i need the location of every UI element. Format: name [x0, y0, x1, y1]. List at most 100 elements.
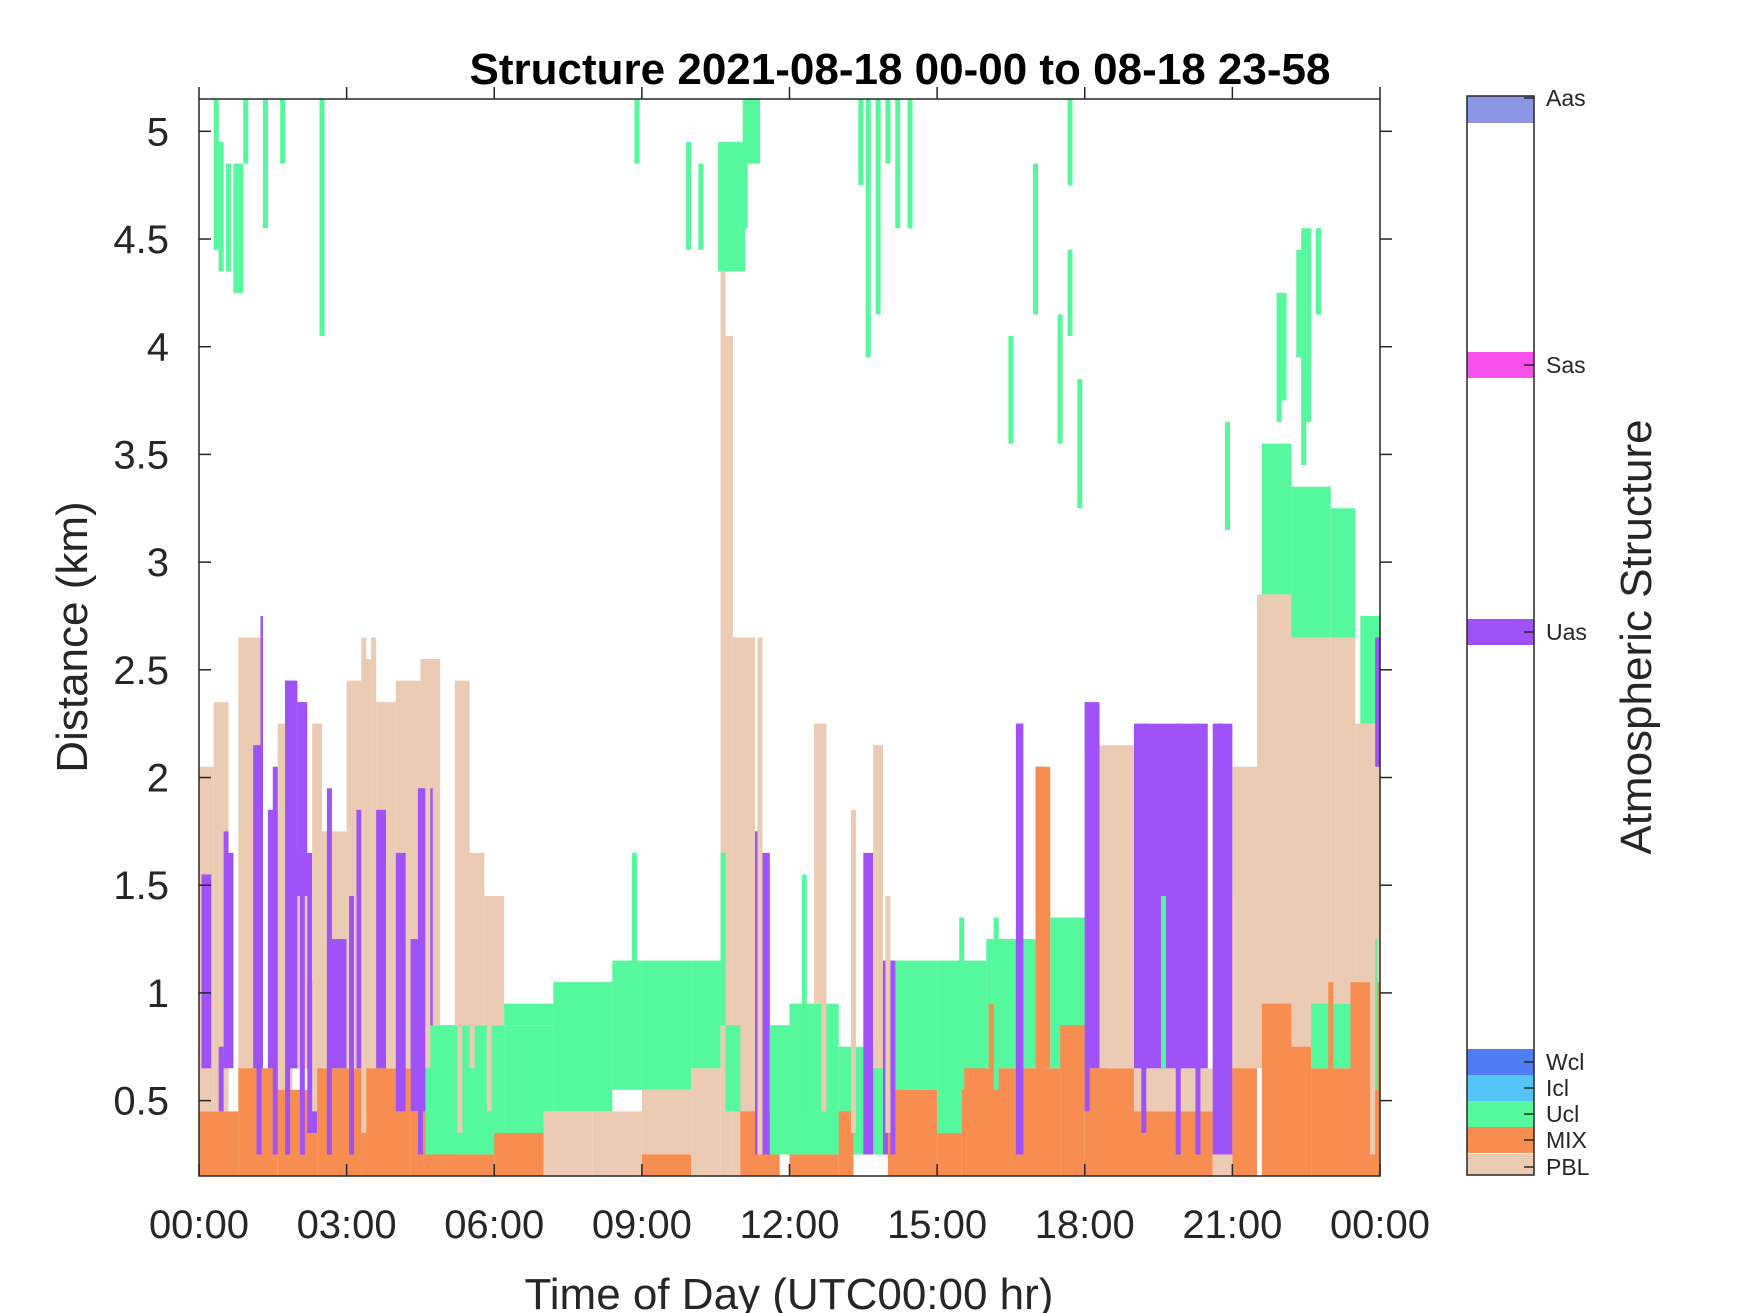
x-tick-label: 09:00 — [592, 1203, 692, 1247]
structure-block-mix — [494, 1132, 544, 1176]
y-tick-label: 1 — [147, 972, 169, 1016]
structure-block-ucl — [887, 960, 938, 1090]
colorbar-swatch-uas — [1467, 619, 1534, 645]
structure-block-uas — [1375, 637, 1380, 767]
structure-column-ucl — [1224, 422, 1230, 530]
structure-column-pbl — [1370, 723, 1376, 1155]
x-tick-label: 00:00 — [149, 1203, 249, 1247]
structure-block-mix — [887, 1089, 938, 1176]
structure-column-ucl — [218, 142, 224, 272]
y-tick-label: 2 — [147, 757, 169, 801]
y-tick-label: 0.5 — [113, 1080, 169, 1124]
structure-column-ucl — [742, 99, 748, 229]
structure-column-ucl — [1077, 379, 1083, 509]
structure-column-ucl — [686, 142, 692, 250]
structure-column-ucl — [280, 99, 286, 164]
y-tick-label: 1.5 — [113, 864, 169, 908]
structure-column-ucl — [885, 99, 891, 164]
y-axis: 0.5 1 1.5 2 2.5 3 3.5 4 4.5 5 — [113, 110, 1392, 1124]
structure-column-ucl — [262, 99, 268, 229]
structure-block-pbl — [543, 1111, 593, 1176]
colorbar-swatch-mix — [1467, 1127, 1534, 1153]
structure-column-ucl — [1008, 335, 1014, 444]
colorbar-label-wcl: Wcl — [1546, 1049, 1584, 1075]
chart-title: Structure 2021-08-18 00-00 to 08-18 23-5… — [470, 45, 1331, 94]
structure-column-pbl — [486, 960, 492, 1112]
x-axis-label: Time of Day (UTC00:00 hr) — [525, 1270, 1054, 1313]
colorbar-title: Atmospheric Structure — [1612, 419, 1661, 854]
structure-block-ucl — [612, 960, 642, 1090]
structure-column-ucl — [993, 917, 999, 1090]
colorbar-label-sas: Sas — [1546, 352, 1586, 378]
x-tick-label: 06:00 — [444, 1203, 544, 1247]
colorbar-swatches — [1467, 96, 1534, 1175]
y-axis-label: Distance (km) — [48, 501, 97, 772]
x-tick-label: 18:00 — [1035, 1203, 1135, 1247]
colorbar-label-aas: Aas — [1546, 85, 1586, 111]
structure-column-ucl — [1281, 292, 1287, 401]
structure-column-uas — [417, 788, 423, 1155]
structure-block-mix — [1060, 1025, 1085, 1176]
structure-column-ucl — [865, 99, 871, 358]
structure-column-uas — [1195, 723, 1201, 1155]
structure-block-pbl — [1256, 594, 1297, 1026]
structure-column-uas — [890, 960, 896, 1155]
structure-column-mix — [988, 1003, 994, 1155]
structure-column-uas — [1084, 702, 1090, 1112]
structure-column-uas — [1141, 723, 1147, 1133]
y-tick-label: 3 — [147, 541, 169, 585]
structure-column-ucl — [226, 163, 232, 272]
structure-column-pbl — [457, 680, 463, 1133]
structure-block-ucl — [1330, 508, 1356, 638]
structure-block-uas — [260, 615, 263, 746]
plot-area: 00:00 03:00 06:00 09:00 12:00 15:00 18:00 21:00… — [113, 87, 1430, 1247]
structure-column-ucl — [801, 874, 807, 1112]
structure-column-ucl — [1296, 249, 1302, 358]
colorbar-label-ucl: Ucl — [1546, 1101, 1579, 1127]
structure-column-uas — [1175, 723, 1181, 1155]
structure-column-ucl — [1276, 292, 1282, 423]
structure-block-ucl — [504, 1003, 554, 1026]
y-tick-label: 4 — [147, 326, 169, 370]
structure-block-pbl — [592, 1111, 642, 1176]
structure-block-ucl — [745, 99, 760, 164]
structure-column-uas — [349, 895, 355, 1155]
structure-block-pbl — [873, 745, 883, 1069]
structure-column-pbl — [469, 874, 475, 1069]
structure-column-ucl — [1067, 99, 1073, 186]
structure-block-pbl — [814, 723, 824, 1004]
structure-block-uas — [395, 852, 406, 1112]
structure-block-mix — [641, 1154, 692, 1176]
structure-block-pbl — [1330, 637, 1356, 1004]
colorbar-label-uas: Uas — [1546, 619, 1587, 645]
structure-column-ucl — [1306, 228, 1312, 423]
structure-column-ucl — [1315, 228, 1321, 315]
structure-column-pbl — [850, 809, 856, 1133]
structure-column-ucl — [213, 99, 219, 250]
structure-column-ucl — [319, 99, 325, 336]
structure-block-pbl — [691, 1068, 721, 1176]
structure-column-pbl — [821, 723, 827, 1112]
structure-column-ucl — [1067, 249, 1073, 336]
colorbar-label-icl: Icl — [1546, 1075, 1569, 1101]
structure-column-ucl — [233, 163, 239, 293]
x-tick-label: 15:00 — [887, 1203, 987, 1247]
structure-block-mix — [838, 1111, 854, 1176]
y-tick-label: 4.5 — [113, 218, 169, 262]
structure-block-uas — [376, 809, 386, 1069]
structure-column-ucl — [858, 99, 864, 186]
structure-block-ucl — [718, 142, 746, 272]
colorbar-swatch-aas — [1467, 96, 1534, 123]
structure-column-ucl — [959, 917, 965, 1090]
structure-block-mix — [789, 1154, 839, 1176]
structure-block-mix — [1084, 1068, 1134, 1176]
structure-block-pbl — [725, 335, 733, 1176]
structure-column-uas — [326, 788, 332, 1155]
structure-column-ucl — [634, 99, 640, 164]
structure-block-pbl — [312, 723, 323, 1112]
structure-block-ucl — [1261, 443, 1292, 595]
colorbar-swatch-wcl — [1467, 1049, 1534, 1075]
structure-block-uas — [201, 874, 212, 1069]
